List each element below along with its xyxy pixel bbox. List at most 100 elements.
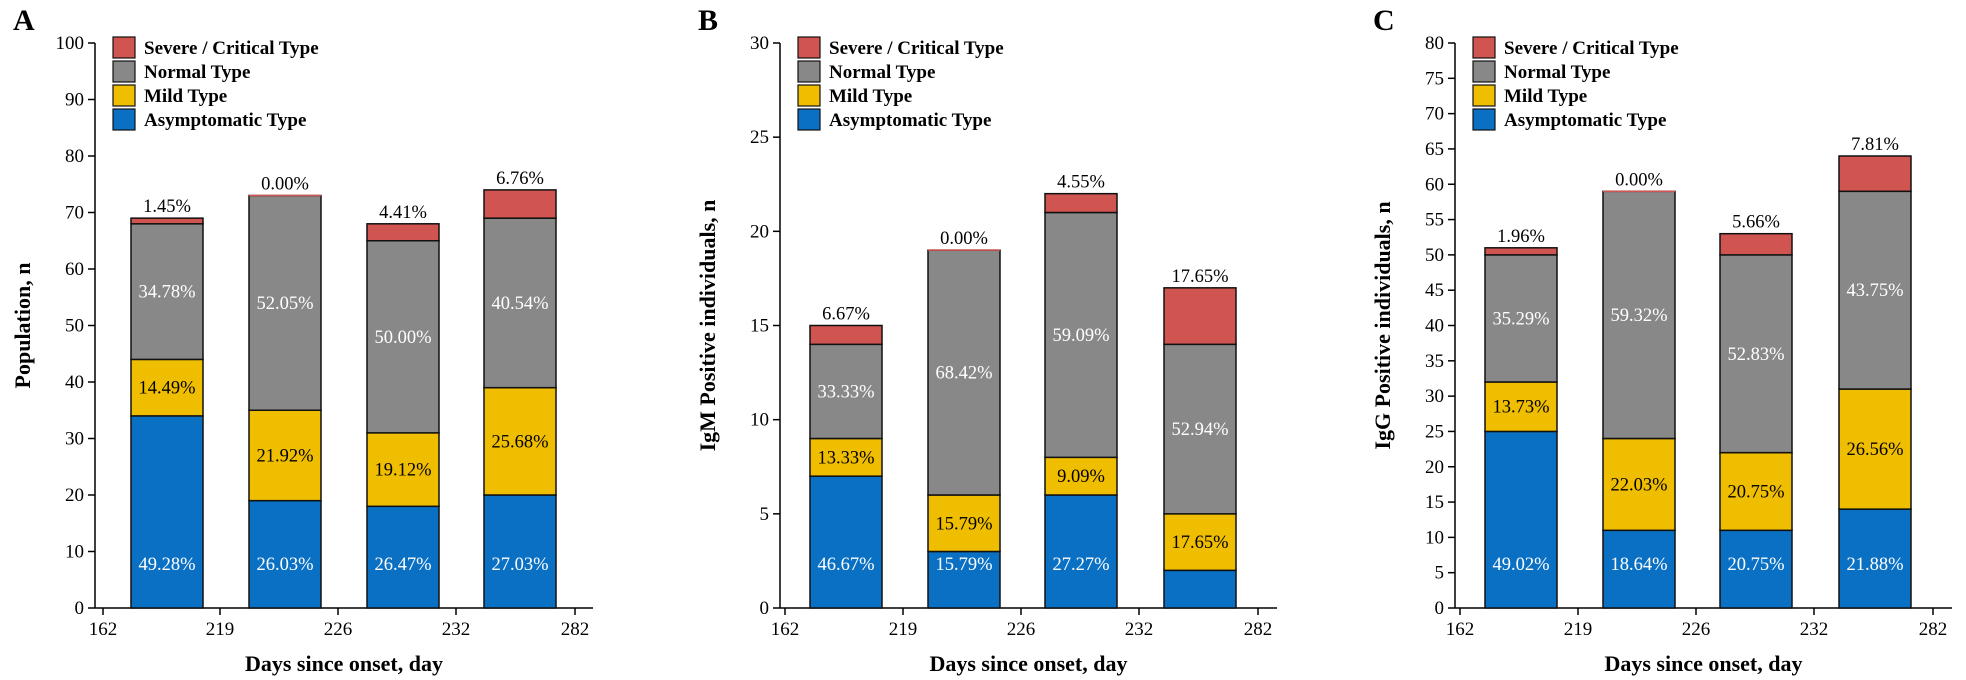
bar-segment-label: 34.78% [138,283,195,303]
bar-top-label: 1.45% [143,197,191,217]
bar-segment-mild [1484,381,1558,433]
legend-label-asymptomatic: Asymptomatic Type [829,110,991,131]
legend-swatch-normal [1472,60,1496,83]
bar-segment-asymptomatic [1484,430,1558,609]
y-tick-label: 15 [1425,492,1444,513]
y-tick-label: 0 [760,598,770,619]
y-tick-label: 60 [1425,174,1444,195]
bar-segment-mild [809,437,883,477]
bar-segment-severe [1484,247,1558,256]
x-tick-label: 226 [1682,619,1711,640]
bar-segment-mild [1163,513,1237,572]
y-tick-label: 0 [1435,598,1445,619]
bar-segment-normal [366,240,440,434]
bar-segment-label: 20.75% [1727,482,1784,502]
x-tick-label: 219 [889,619,918,640]
bar-segment-severe [1719,232,1793,256]
y-tick-label: 20 [750,221,769,242]
legend-label-severe: Severe / Critical Type [829,38,1004,59]
x-tick-label: 282 [561,619,590,640]
y-tick-label: 65 [1425,139,1444,160]
bar-segment-asymptomatic [366,505,440,609]
bar-top-label: 4.41% [379,203,427,223]
bar-segment-label: 26.56% [1846,440,1903,460]
y-tick-label: 20 [1425,457,1444,478]
bar-segment-label: 52.05% [256,294,313,314]
x-axis-title: Days since onset, day [1604,651,1802,676]
bar-segment-normal [809,343,883,440]
bar-segment-normal [927,249,1001,496]
bar-segment-mild [366,432,440,508]
bar-segment-normal [1838,190,1912,390]
x-tick-label: 219 [1564,619,1593,640]
legend-swatch-mild [1472,84,1496,107]
y-tick-label: 40 [65,372,84,393]
panel-letter: B [698,4,718,37]
bar-segment-label: 49.02% [1492,555,1549,575]
bar-segment-normal [1484,254,1558,383]
y-axis-title: IgM Positive individuals, n [695,200,720,452]
bar-segment-normal [1163,343,1237,515]
bar-segment-asymptomatic [1602,529,1676,609]
bar-segment-label: 35.29% [1492,309,1549,329]
panel-letter: A [13,4,35,37]
bar-segment-mild [927,494,1001,553]
y-tick-label: 20 [65,485,84,506]
bar-top-label: 5.66% [1732,213,1780,233]
y-tick-label: 0 [75,598,85,619]
bar-segment-severe [366,223,440,242]
bar-segment-label: 17.65% [1171,533,1228,553]
legend-swatch-severe [797,36,821,59]
bar-segment-label: 52.94% [1171,420,1228,440]
y-tick-label: 15 [750,316,769,337]
x-tick-label: 232 [1800,619,1829,640]
bar-segment-asymptomatic [809,475,883,609]
y-tick-label: 55 [1425,210,1444,231]
x-tick-label: 226 [1007,619,1036,640]
y-tick-label: 25 [750,127,769,148]
y-tick-label: 45 [1425,280,1444,301]
x-tick-label: 219 [206,619,235,640]
bar-segment-normal [248,194,322,411]
legend-swatch-severe [1472,36,1496,59]
legend-swatch-asymptomatic [112,108,136,131]
bar-segment-label: 21.92% [256,446,313,466]
bar-segment-label: 49.28% [138,555,195,575]
legend-swatch-asymptomatic [797,108,821,131]
bar-segment-label: 27.27% [1052,555,1109,575]
bar-segment-asymptomatic [1838,508,1912,609]
legend-swatch-severe [112,36,136,59]
bar-segment-mild [483,386,557,496]
y-tick-label: 35 [1425,351,1444,372]
legend-label-normal: Normal Type [144,62,250,83]
y-tick-label: 5 [1435,563,1445,584]
panel-letter: C [1373,4,1395,37]
y-tick-label: 10 [1425,527,1444,548]
y-tick-label: 30 [1425,386,1444,407]
y-tick-label: 50 [1425,245,1444,266]
x-axis-title: Days since onset, day [929,651,1127,676]
bar-segment-asymptomatic [130,415,204,609]
bar-segment-severe [130,217,204,225]
y-tick-label: 40 [1425,316,1444,337]
x-tick-label: 162 [89,619,118,640]
bar-segment-severe [1044,192,1118,214]
bar-segment-label: 68.42% [935,364,992,384]
bar-segment-label: 25.68% [491,432,548,452]
bar-top-label: 0.00% [940,229,988,249]
bar-segment-normal [1719,254,1793,454]
y-tick-label: 10 [750,410,769,431]
bar-top-label: 0.00% [1615,170,1663,190]
legend-label-asymptomatic: Asymptomatic Type [144,110,306,131]
y-tick-label: 100 [56,33,85,54]
bar-segment-label: 59.32% [1610,306,1667,326]
legend-label-severe: Severe / Critical Type [1504,38,1679,59]
bar-segment-label: 50.00% [374,328,431,348]
bar-segment-asymptomatic [483,494,557,609]
bar-top-label: 6.67% [822,305,870,325]
legend-label-mild: Mild Type [144,86,227,107]
bar-segment-label: 43.75% [1846,281,1903,301]
y-tick-label: 80 [65,146,84,167]
bar-segment-label: 21.88% [1846,555,1903,575]
